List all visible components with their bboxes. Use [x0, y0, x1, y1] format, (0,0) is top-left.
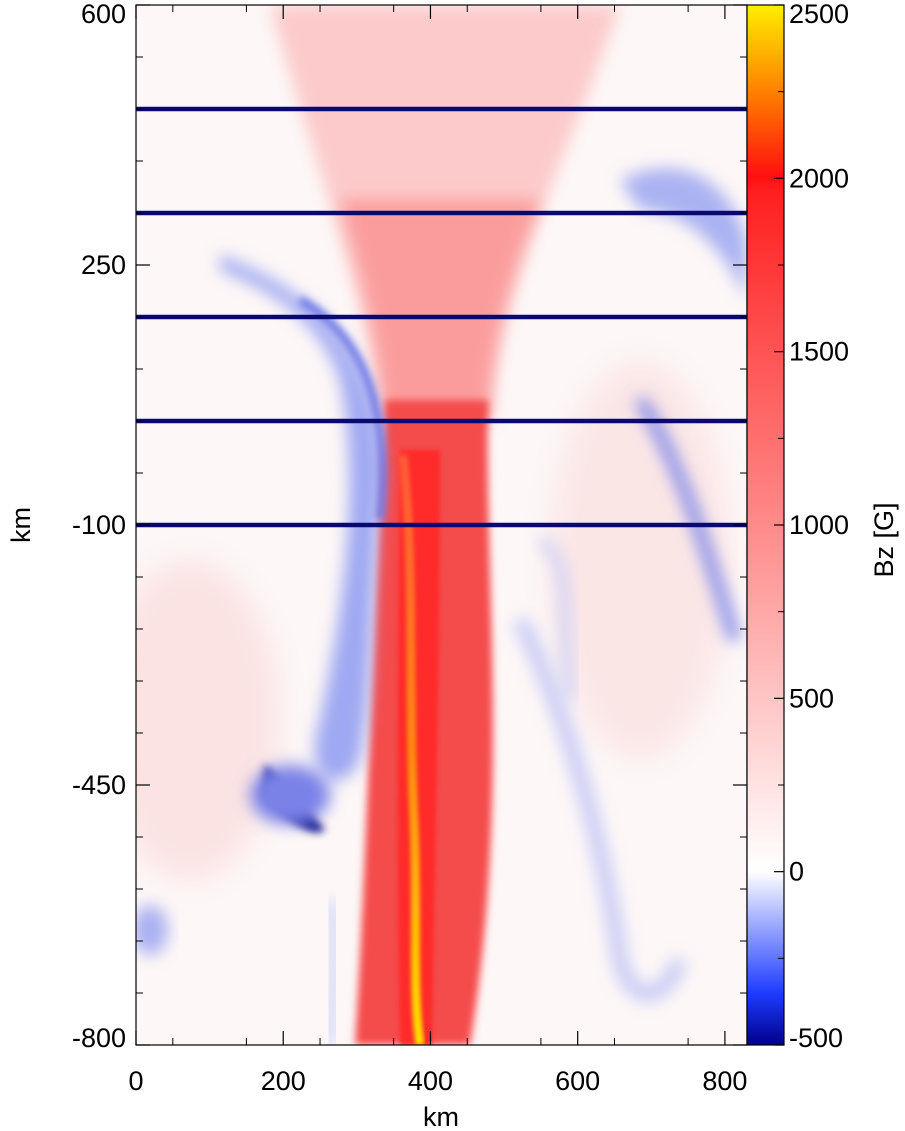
colorbar-tick-label: 500	[789, 683, 834, 713]
colorbar-title: Bz [G]	[869, 502, 899, 577]
negative-patch-halo	[250, 765, 330, 825]
negative-streak-bottom	[323, 898, 342, 1045]
slice-lines	[136, 106, 747, 528]
colorbar-tick-label: 1500	[789, 337, 849, 367]
negative-streak-center	[537, 535, 575, 701]
x-tick-label: 0	[128, 1066, 143, 1096]
flux-tube-core	[398, 454, 425, 1045]
y-tick-label: 600	[81, 0, 126, 29]
faint-positive-region-right	[550, 360, 730, 760]
negative-streak-lower-right	[512, 616, 688, 1002]
x-tick-label: 400	[408, 1066, 453, 1096]
x-tick-label: 800	[702, 1066, 747, 1096]
y-tick-label: -800	[72, 1023, 126, 1053]
negative-sheath-right-upper	[620, 168, 747, 300]
colorbar-tick-label: 1000	[789, 510, 849, 540]
x-tick-label: 200	[261, 1066, 306, 1096]
y-tick-label: -450	[72, 770, 126, 800]
negative-sheath-left	[220, 255, 382, 781]
colorbar-tick-label: 0	[789, 857, 804, 887]
colorbar-ticks	[774, 4, 784, 1046]
y-tick-label: -100	[72, 510, 126, 540]
negative-blob-lower-left	[136, 905, 168, 955]
y-axis-title: km	[6, 507, 36, 543]
x-tick-label: 600	[555, 1066, 600, 1096]
faint-positive-region-left	[136, 560, 280, 880]
colorbar-tick-labels: 2500 2000 1500 1000 500 0 -500	[789, 0, 849, 1053]
axis-tick-labels: 0 200 400 600 800 600 250 -100 -450 -800	[72, 0, 747, 1096]
negative-streak-right	[635, 396, 741, 642]
flux-tube-upper-stalk	[340, 200, 540, 420]
colorbar-tick-label: 2500	[789, 0, 849, 29]
x-axis-title: km	[423, 1102, 459, 1131]
y-tick-label: 250	[81, 250, 126, 280]
colorbar-tick-label: 2000	[789, 163, 849, 193]
colorbar-tick-label: -500	[789, 1023, 843, 1053]
axis-ticks	[135, 4, 747, 1046]
